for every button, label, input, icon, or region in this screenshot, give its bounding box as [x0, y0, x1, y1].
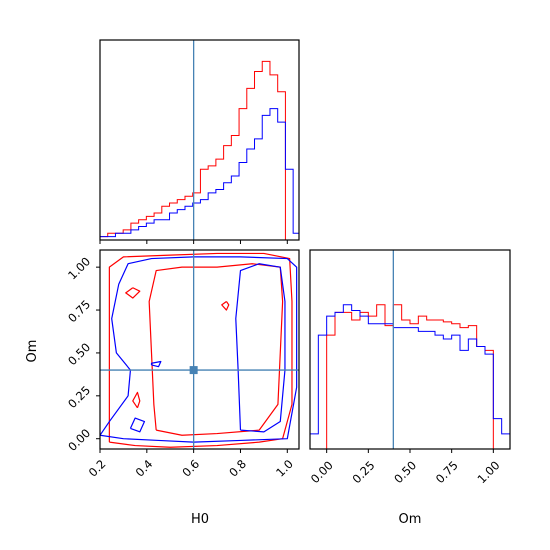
h0-marginal-histogram — [99, 39, 300, 244]
om-hist-blue-series — [309, 304, 511, 449]
om-hist-tick-label: 0.75 — [433, 458, 461, 486]
blue-contour-1 — [235, 263, 286, 433]
blue-contour-0 — [100, 256, 298, 443]
blue-contour-3 — [150, 360, 162, 368]
x-axis-title-om: Om — [399, 512, 422, 527]
y-axis-title-om: Om — [25, 340, 40, 363]
om-hist-tick-label: 0.00 — [308, 458, 336, 486]
h0-tick-label: 0.2 — [86, 457, 109, 480]
red-contour-3 — [132, 391, 141, 409]
om-hist-tick-label: 0.25 — [350, 458, 378, 486]
red-contour-4 — [221, 300, 230, 311]
truth-marker — [189, 366, 198, 375]
om-tick-label: 0.25 — [65, 383, 93, 411]
om-hist-red-series — [310, 304, 510, 450]
contour-group — [100, 252, 298, 448]
om-tick-label: 0.00 — [65, 426, 93, 454]
om-hist-tick-label: 0.50 — [391, 458, 419, 486]
om-marginal-histogram: 0.00 0.25 0.50 0.75 1.00 — [308, 249, 511, 486]
h0-tick-label: 0.8 — [226, 457, 249, 480]
h0-tick-label: 0.4 — [133, 457, 156, 480]
h0-tick-label: 0.6 — [179, 457, 202, 480]
red-contour-2 — [125, 287, 141, 299]
h0-tick-label: 1.0 — [273, 457, 296, 480]
om-hist-frame — [309, 249, 511, 450]
blue-contour-2 — [129, 417, 146, 433]
h0-om-contour-panel: 0.2 0.4 0.6 0.8 1.0 0.00 0.25 0.50 0.75 1.00 — [65, 249, 300, 480]
red-contour-0 — [108, 252, 293, 448]
contour-frame — [99, 249, 300, 450]
om-tick-label: 1.00 — [65, 254, 93, 282]
om-tick-label: 0.50 — [65, 340, 93, 368]
om-hist-tick-label: 1.00 — [475, 458, 503, 486]
h0-hist-blue-series — [99, 108, 300, 240]
h0-hist-frame — [99, 39, 300, 241]
x-axis-title-h0: H0 — [191, 512, 209, 527]
red-contour-1 — [148, 263, 284, 436]
h0-hist-red-series — [99, 60, 299, 241]
om-tick-label: 0.75 — [65, 297, 93, 325]
